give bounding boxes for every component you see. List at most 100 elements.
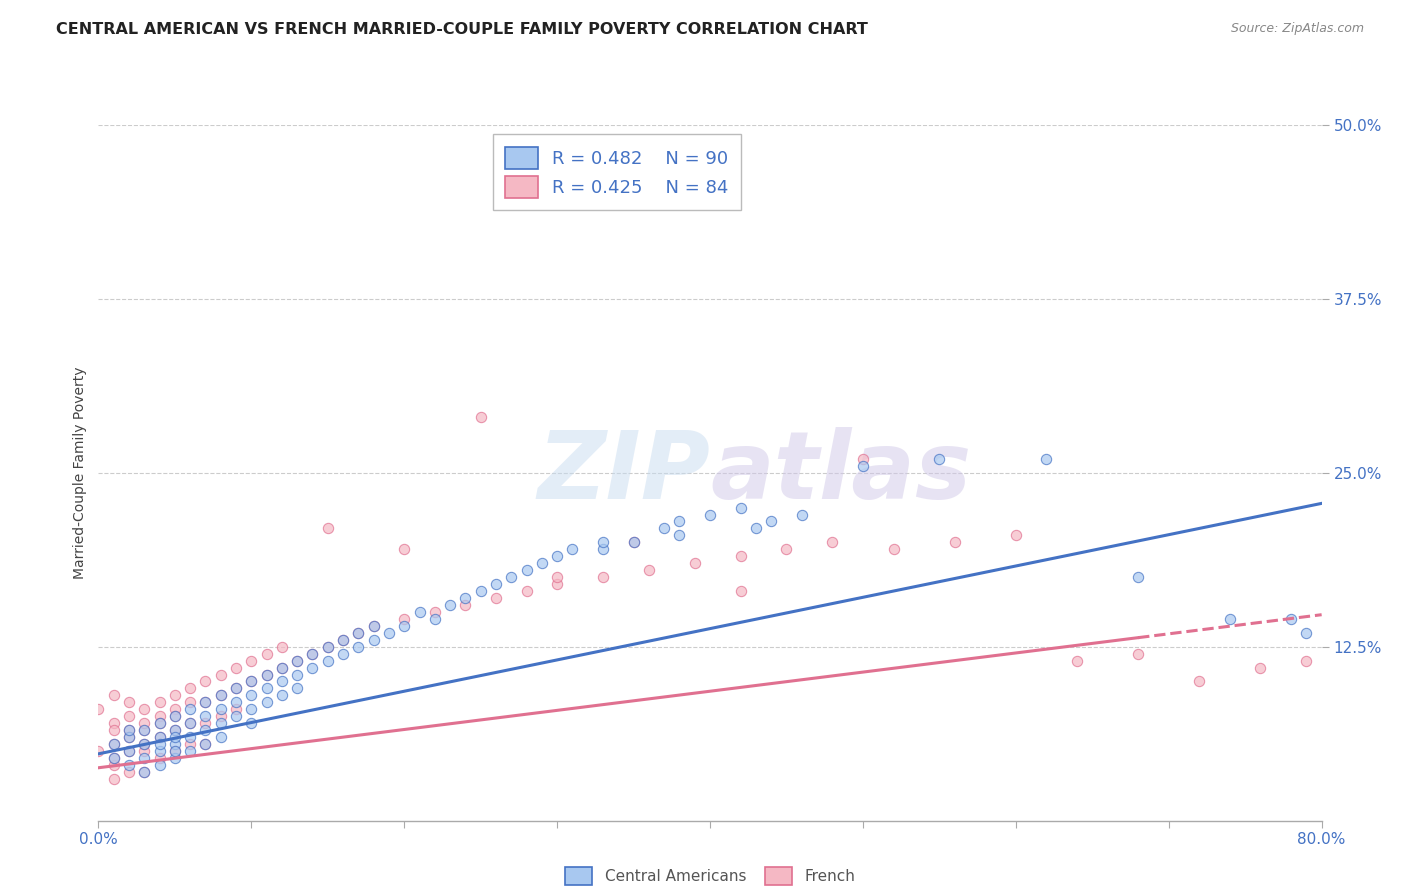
Text: ZIP: ZIP [537,426,710,519]
Point [103,716,125,731]
Point [316,640,339,654]
Point [225,702,247,716]
Point [194,695,217,709]
Point [1004,528,1026,542]
Point [118,709,141,723]
Point [408,605,430,619]
Point [301,647,323,661]
Point [240,702,263,716]
Point [240,689,263,703]
Point [943,535,966,549]
Point [149,730,172,744]
Point [225,660,247,674]
Point [256,681,278,696]
Point [225,681,247,696]
Text: Source: ZipAtlas.com: Source: ZipAtlas.com [1230,22,1364,36]
Point [194,695,217,709]
Point [392,619,416,633]
Point [163,737,186,751]
Point [118,723,141,738]
Point [118,730,141,744]
Point [209,667,232,681]
Point [134,751,156,765]
Text: CENTRAL AMERICAN VS FRENCH MARRIED-COUPLE FAMILY POVERTY CORRELATION CHART: CENTRAL AMERICAN VS FRENCH MARRIED-COUPL… [56,22,868,37]
Point [270,689,292,703]
Point [423,605,446,619]
Point [561,542,583,557]
Point [240,674,263,689]
Point [928,451,950,466]
Point [730,549,752,564]
Point [103,751,125,765]
Point [209,702,232,716]
Point [103,758,125,772]
Point [225,681,247,696]
Point [179,737,201,751]
Point [790,508,813,522]
Point [454,591,477,605]
Point [285,667,308,681]
Point [270,660,292,674]
Point [592,570,614,584]
Point [103,689,125,703]
Point [149,758,172,772]
Point [256,667,278,681]
Point [378,625,401,640]
Point [163,723,186,738]
Point [163,709,186,723]
Point [439,598,461,612]
Point [240,654,263,668]
Point [256,695,278,709]
Point [194,716,217,731]
Point [516,584,538,599]
Point [285,654,308,668]
Point [179,730,201,744]
Point [103,751,125,765]
Point [745,521,768,535]
Point [470,410,492,425]
Point [1219,612,1241,626]
Point [163,751,186,765]
Legend: Central Americans, French: Central Americans, French [557,859,863,892]
Point [301,647,323,661]
Point [301,660,323,674]
Point [546,549,568,564]
Point [134,764,156,779]
Point [1279,612,1302,626]
Point [179,695,201,709]
Point [1295,625,1317,640]
Point [209,716,232,731]
Point [316,654,339,668]
Point [194,709,217,723]
Point [118,730,141,744]
Point [209,689,232,703]
Point [270,674,292,689]
Point [163,709,186,723]
Point [209,730,232,744]
Point [209,689,232,703]
Point [546,577,568,591]
Point [852,451,875,466]
Point [194,723,217,738]
Point [179,716,201,731]
Point [163,723,186,738]
Point [1035,451,1057,466]
Point [118,695,141,709]
Point [225,709,247,723]
Point [316,521,339,535]
Y-axis label: Married-Couple Family Poverty: Married-Couple Family Poverty [73,367,87,579]
Point [149,716,172,731]
Point [683,556,706,570]
Point [194,674,217,689]
Point [179,681,201,696]
Point [501,570,523,584]
Point [134,723,156,738]
Point [592,535,614,549]
Point [285,681,308,696]
Point [730,584,752,599]
Point [516,563,538,577]
Point [179,716,201,731]
Point [118,723,141,738]
Point [134,744,156,758]
Point [225,695,247,709]
